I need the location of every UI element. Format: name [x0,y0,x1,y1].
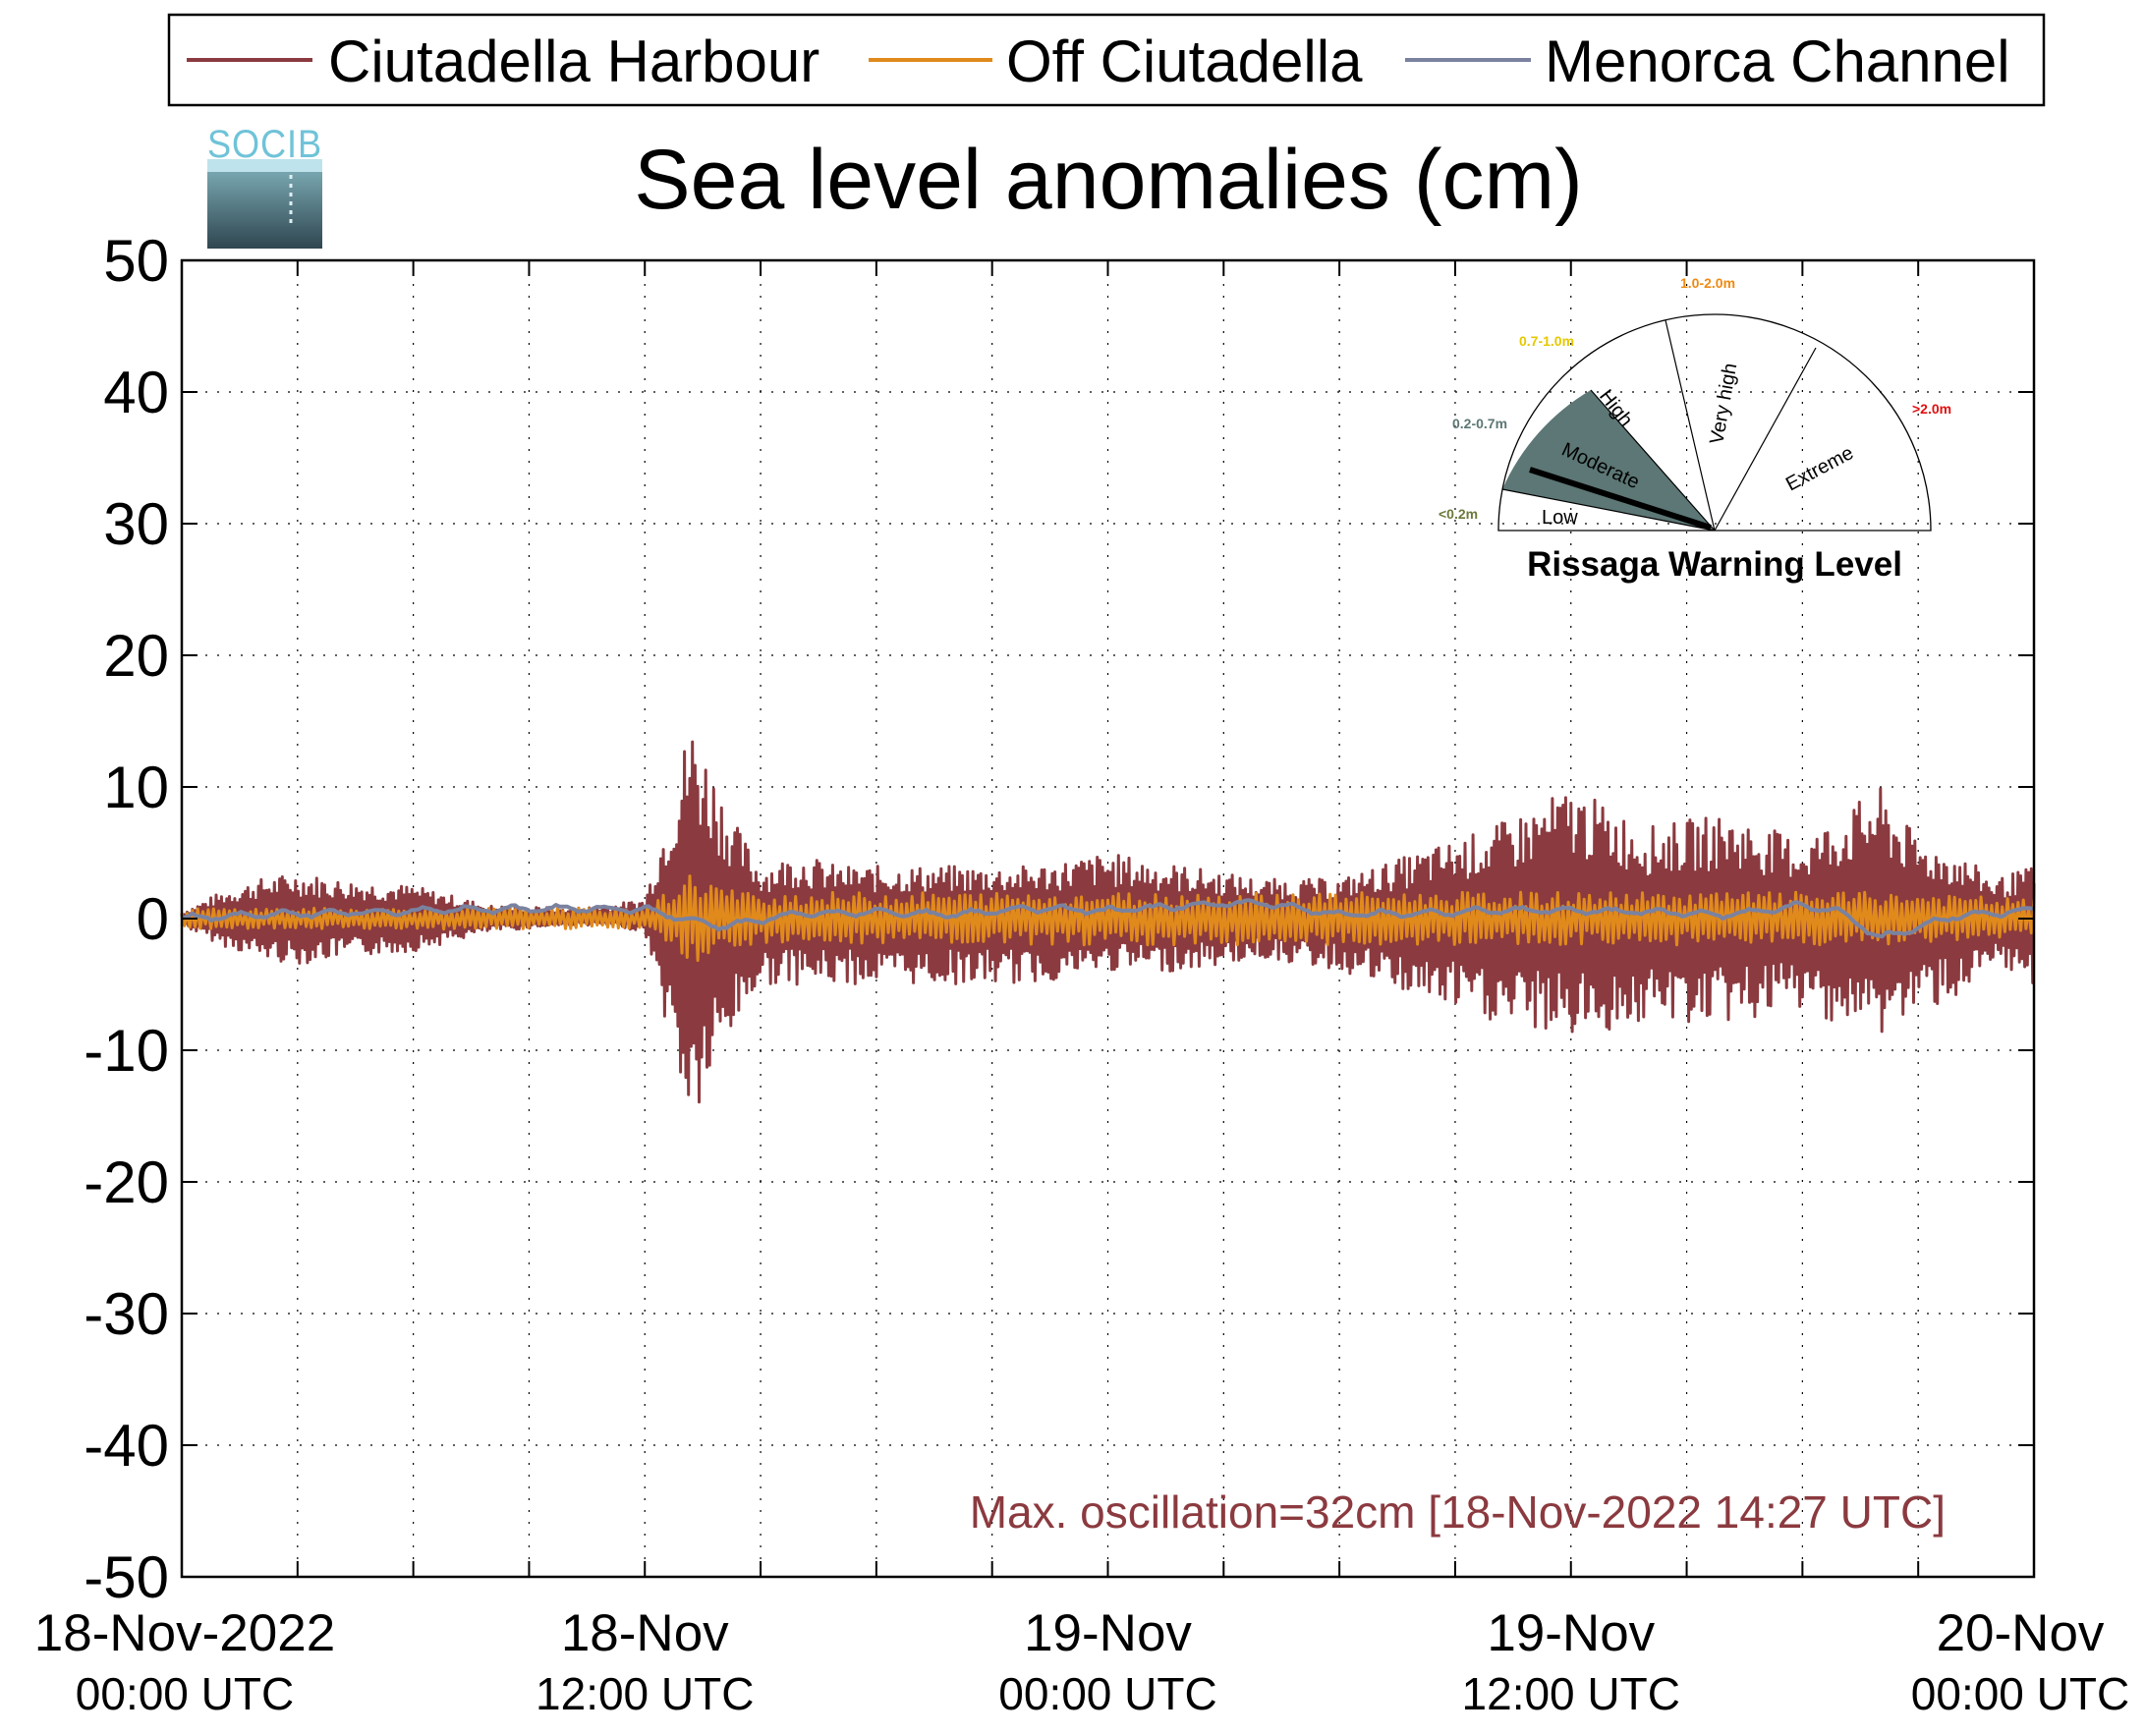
gauge-outline [1497,313,1932,532]
y-tick-label: 40 [103,360,169,425]
gauge-range-high: 0.7-1.0m [1519,333,1574,349]
series-line-menorca-channel [181,898,2035,939]
y-tick-label: 50 [103,228,169,294]
gauge-range-very-high: 1.0-2.0m [1680,275,1735,291]
series-line-off-ciutadella [180,874,2036,962]
legend-box [167,13,2046,107]
gauge-divider-3 [1665,319,1716,532]
axis-ticks [182,260,2034,1577]
x-tick-label-date: 20-Nov [1937,1604,2105,1662]
y-tick-label: -40 [84,1413,169,1479]
grid [182,260,2034,1577]
gauge-cat-extreme: Extreme [1782,442,1857,495]
y-tick-label: -30 [84,1281,169,1347]
plot-series [180,740,2036,1104]
gauge-needle [1529,467,1712,531]
gauge-moderate-sector [1502,390,1715,531]
socib-logo: SOCIB [207,123,322,249]
y-tick-label: -20 [84,1149,169,1215]
rissaga-gauge: Low Moderate High Very high Extreme <0.2… [1439,275,1951,584]
gauge-divider-4 [1714,347,1817,532]
y-tick-label: -10 [84,1018,169,1084]
chart-title: Sea level anomalies (cm) [634,133,1582,227]
logo-text: SOCIB [207,123,322,166]
x-tick-label-date: 19-Nov [1024,1604,1192,1662]
gauge-divider-2 [1590,389,1716,532]
x-tick-label-time: 00:00 UTC [76,1668,294,1719]
x-tick-label-time: 00:00 UTC [998,1668,1216,1719]
legend-label-ciutadella-harbour: Ciutadella Harbour [328,28,819,94]
x-axis-tick-labels: 18-Nov-2022 00:00 UTC 18-Nov 12:00 UTC 19-No… [34,1604,2129,1719]
logo-block [207,169,322,249]
gauge-cat-low: Low [1542,507,1578,529]
gauge-range-low: <0.2m [1439,506,1478,522]
x-tick-label-time: 12:00 UTC [536,1668,754,1719]
y-tick-label: 30 [103,491,169,557]
x-tick-label-date: 18-Nov-2022 [34,1604,335,1662]
legend-label-menorca-channel: Menorca Channel [1545,28,2010,94]
max-oscillation-annotation: Max. oscillation=32cm [18-Nov-2022 14:27… [970,1486,1946,1538]
x-tick-label-time: 12:00 UTC [1462,1668,1680,1719]
gauge-range-moderate: 0.2-0.7m [1452,416,1507,431]
legend-label-off-ciutadella: Off Ciutadella [1006,28,1363,94]
y-axis-tick-labels: 50 40 30 20 10 0 -10 -20 -30 -40 -50 [84,228,169,1610]
gauge-title: Rissaga Warning Level [1527,545,1902,584]
x-tick-label-date: 18-Nov [561,1604,729,1662]
logo-band [207,159,322,172]
gauge-cat-very-high: Very high [1706,362,1741,446]
gauge-divider-1 [1501,488,1716,532]
x-tick-label-date: 19-Nov [1487,1604,1655,1662]
y-tick-label: 0 [137,886,169,952]
legend: Ciutadella Harbour Off Ciutadella Menorc… [167,13,2046,107]
y-tick-label: -50 [84,1544,169,1610]
y-tick-label: 20 [103,623,169,689]
gauge-range-extreme: >2.0m [1912,401,1951,417]
x-tick-label-time: 00:00 UTC [1911,1668,2129,1719]
y-tick-label: 10 [103,755,169,820]
